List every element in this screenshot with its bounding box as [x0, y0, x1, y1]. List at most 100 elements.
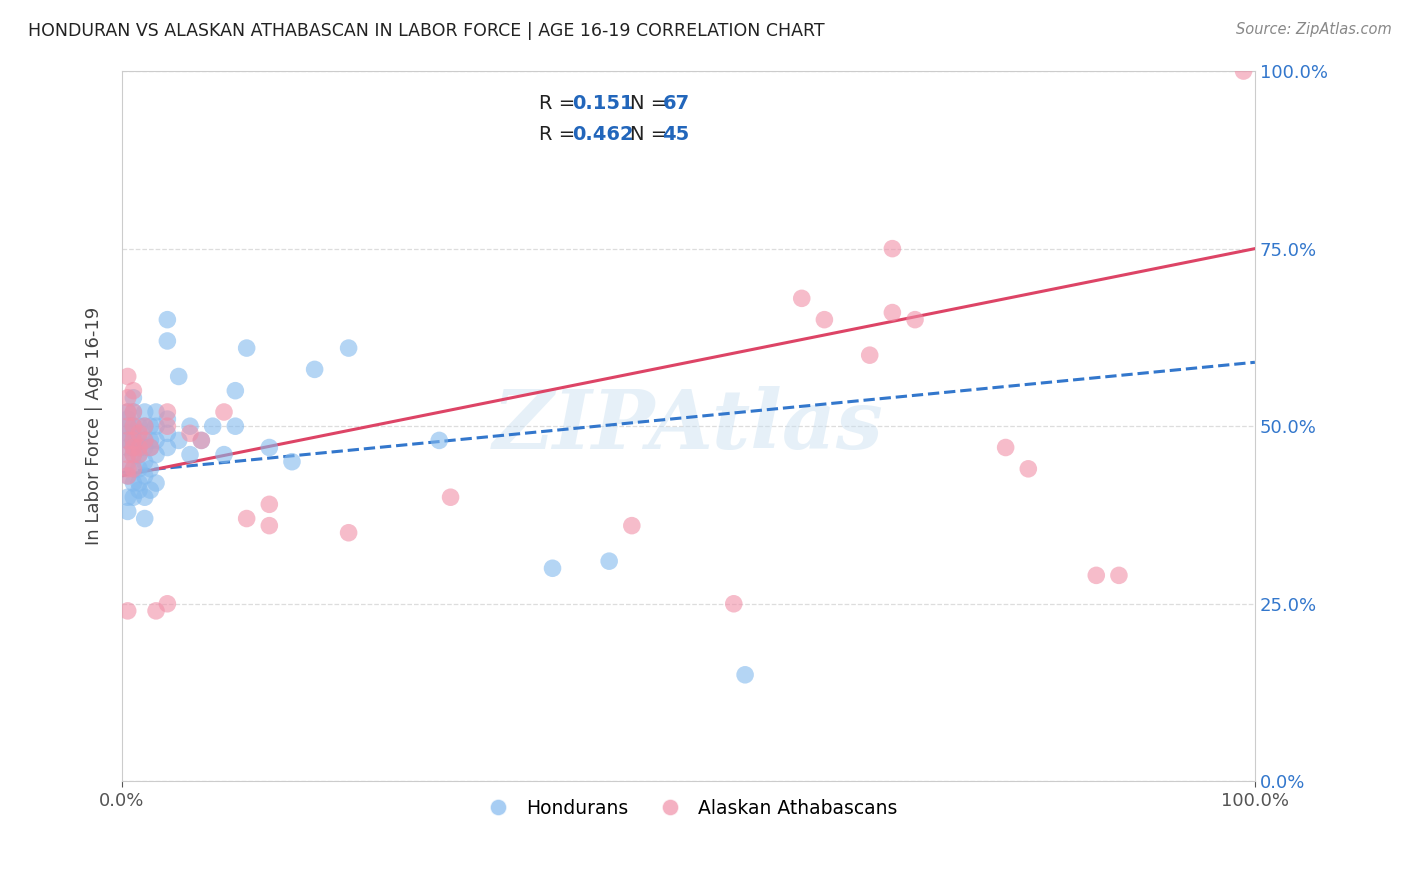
Point [122, 476, 145, 491]
Point [882, 305, 904, 319]
Text: ZIPAtlas: ZIPAtlas [494, 386, 884, 467]
Point [134, 434, 156, 448]
Point [122, 448, 145, 462]
Point [1108, 568, 1130, 582]
Point [134, 490, 156, 504]
Point [122, 441, 145, 455]
Point [122, 419, 145, 434]
Point [134, 469, 156, 483]
Point [156, 419, 179, 434]
Point [128, 483, 150, 497]
Point [1017, 462, 1039, 476]
Point [134, 511, 156, 525]
Point [179, 419, 201, 434]
Point [122, 426, 145, 441]
Point [790, 291, 813, 305]
Point [117, 426, 139, 441]
Point [235, 511, 257, 525]
Point [122, 490, 145, 504]
Point [128, 434, 150, 448]
Point [117, 391, 139, 405]
Point [427, 434, 450, 448]
Point [994, 441, 1017, 455]
Point [122, 405, 145, 419]
Point [128, 419, 150, 434]
Point [117, 448, 139, 462]
Point [134, 434, 156, 448]
Point [156, 334, 179, 348]
Point [117, 419, 139, 434]
Point [734, 668, 756, 682]
Point [122, 419, 145, 434]
Point [117, 434, 139, 448]
Text: 0.462: 0.462 [572, 126, 634, 145]
Point [145, 476, 167, 491]
Point [128, 426, 150, 441]
Point [156, 426, 179, 441]
Point [598, 554, 620, 568]
Point [156, 441, 179, 455]
Point [117, 462, 139, 476]
Point [117, 412, 139, 426]
Point [179, 426, 201, 441]
Point [122, 405, 145, 419]
Point [122, 441, 145, 455]
Point [117, 469, 139, 483]
Point [904, 312, 927, 326]
Point [139, 462, 162, 476]
Point [122, 434, 145, 448]
Point [235, 341, 257, 355]
Point [117, 419, 139, 434]
Text: N =: N = [630, 94, 666, 112]
Legend: Hondurans, Alaskan Athabascans: Hondurans, Alaskan Athabascans [472, 791, 905, 825]
Point [337, 525, 360, 540]
Point [224, 384, 246, 398]
Point [117, 434, 139, 448]
Point [128, 441, 150, 455]
Point [128, 448, 150, 462]
Point [304, 362, 326, 376]
Point [541, 561, 564, 575]
Point [139, 419, 162, 434]
Point [145, 448, 167, 462]
Point [145, 419, 167, 434]
Point [179, 448, 201, 462]
Point [117, 504, 139, 518]
Point [139, 434, 162, 448]
Point [128, 448, 150, 462]
Point [145, 434, 167, 448]
Point [117, 455, 139, 469]
Point [337, 341, 360, 355]
Text: 45: 45 [662, 126, 690, 145]
Point [145, 604, 167, 618]
Point [122, 384, 145, 398]
Point [439, 490, 461, 504]
Point [128, 441, 150, 455]
Point [117, 369, 139, 384]
Point [201, 419, 224, 434]
Point [723, 597, 745, 611]
Text: HONDURAN VS ALASKAN ATHABASCAN IN LABOR FORCE | AGE 16-19 CORRELATION CHART: HONDURAN VS ALASKAN ATHABASCAN IN LABOR … [28, 22, 825, 40]
Point [259, 518, 281, 533]
Point [1085, 568, 1108, 582]
Point [139, 441, 162, 455]
Point [259, 497, 281, 511]
Point [134, 419, 156, 434]
Point [117, 604, 139, 618]
Text: R =: R = [538, 126, 575, 145]
Point [167, 434, 190, 448]
Point [134, 419, 156, 434]
Text: 0.151: 0.151 [572, 94, 634, 112]
Point [122, 448, 145, 462]
Point [1232, 64, 1254, 78]
Point [122, 434, 145, 448]
Point [139, 441, 162, 455]
Point [212, 405, 235, 419]
Text: 67: 67 [662, 94, 689, 112]
Point [620, 518, 643, 533]
Point [145, 405, 167, 419]
Point [117, 490, 139, 504]
Y-axis label: In Labor Force | Age 16-19: In Labor Force | Age 16-19 [86, 307, 103, 545]
Text: N =: N = [630, 126, 666, 145]
Point [117, 469, 139, 483]
